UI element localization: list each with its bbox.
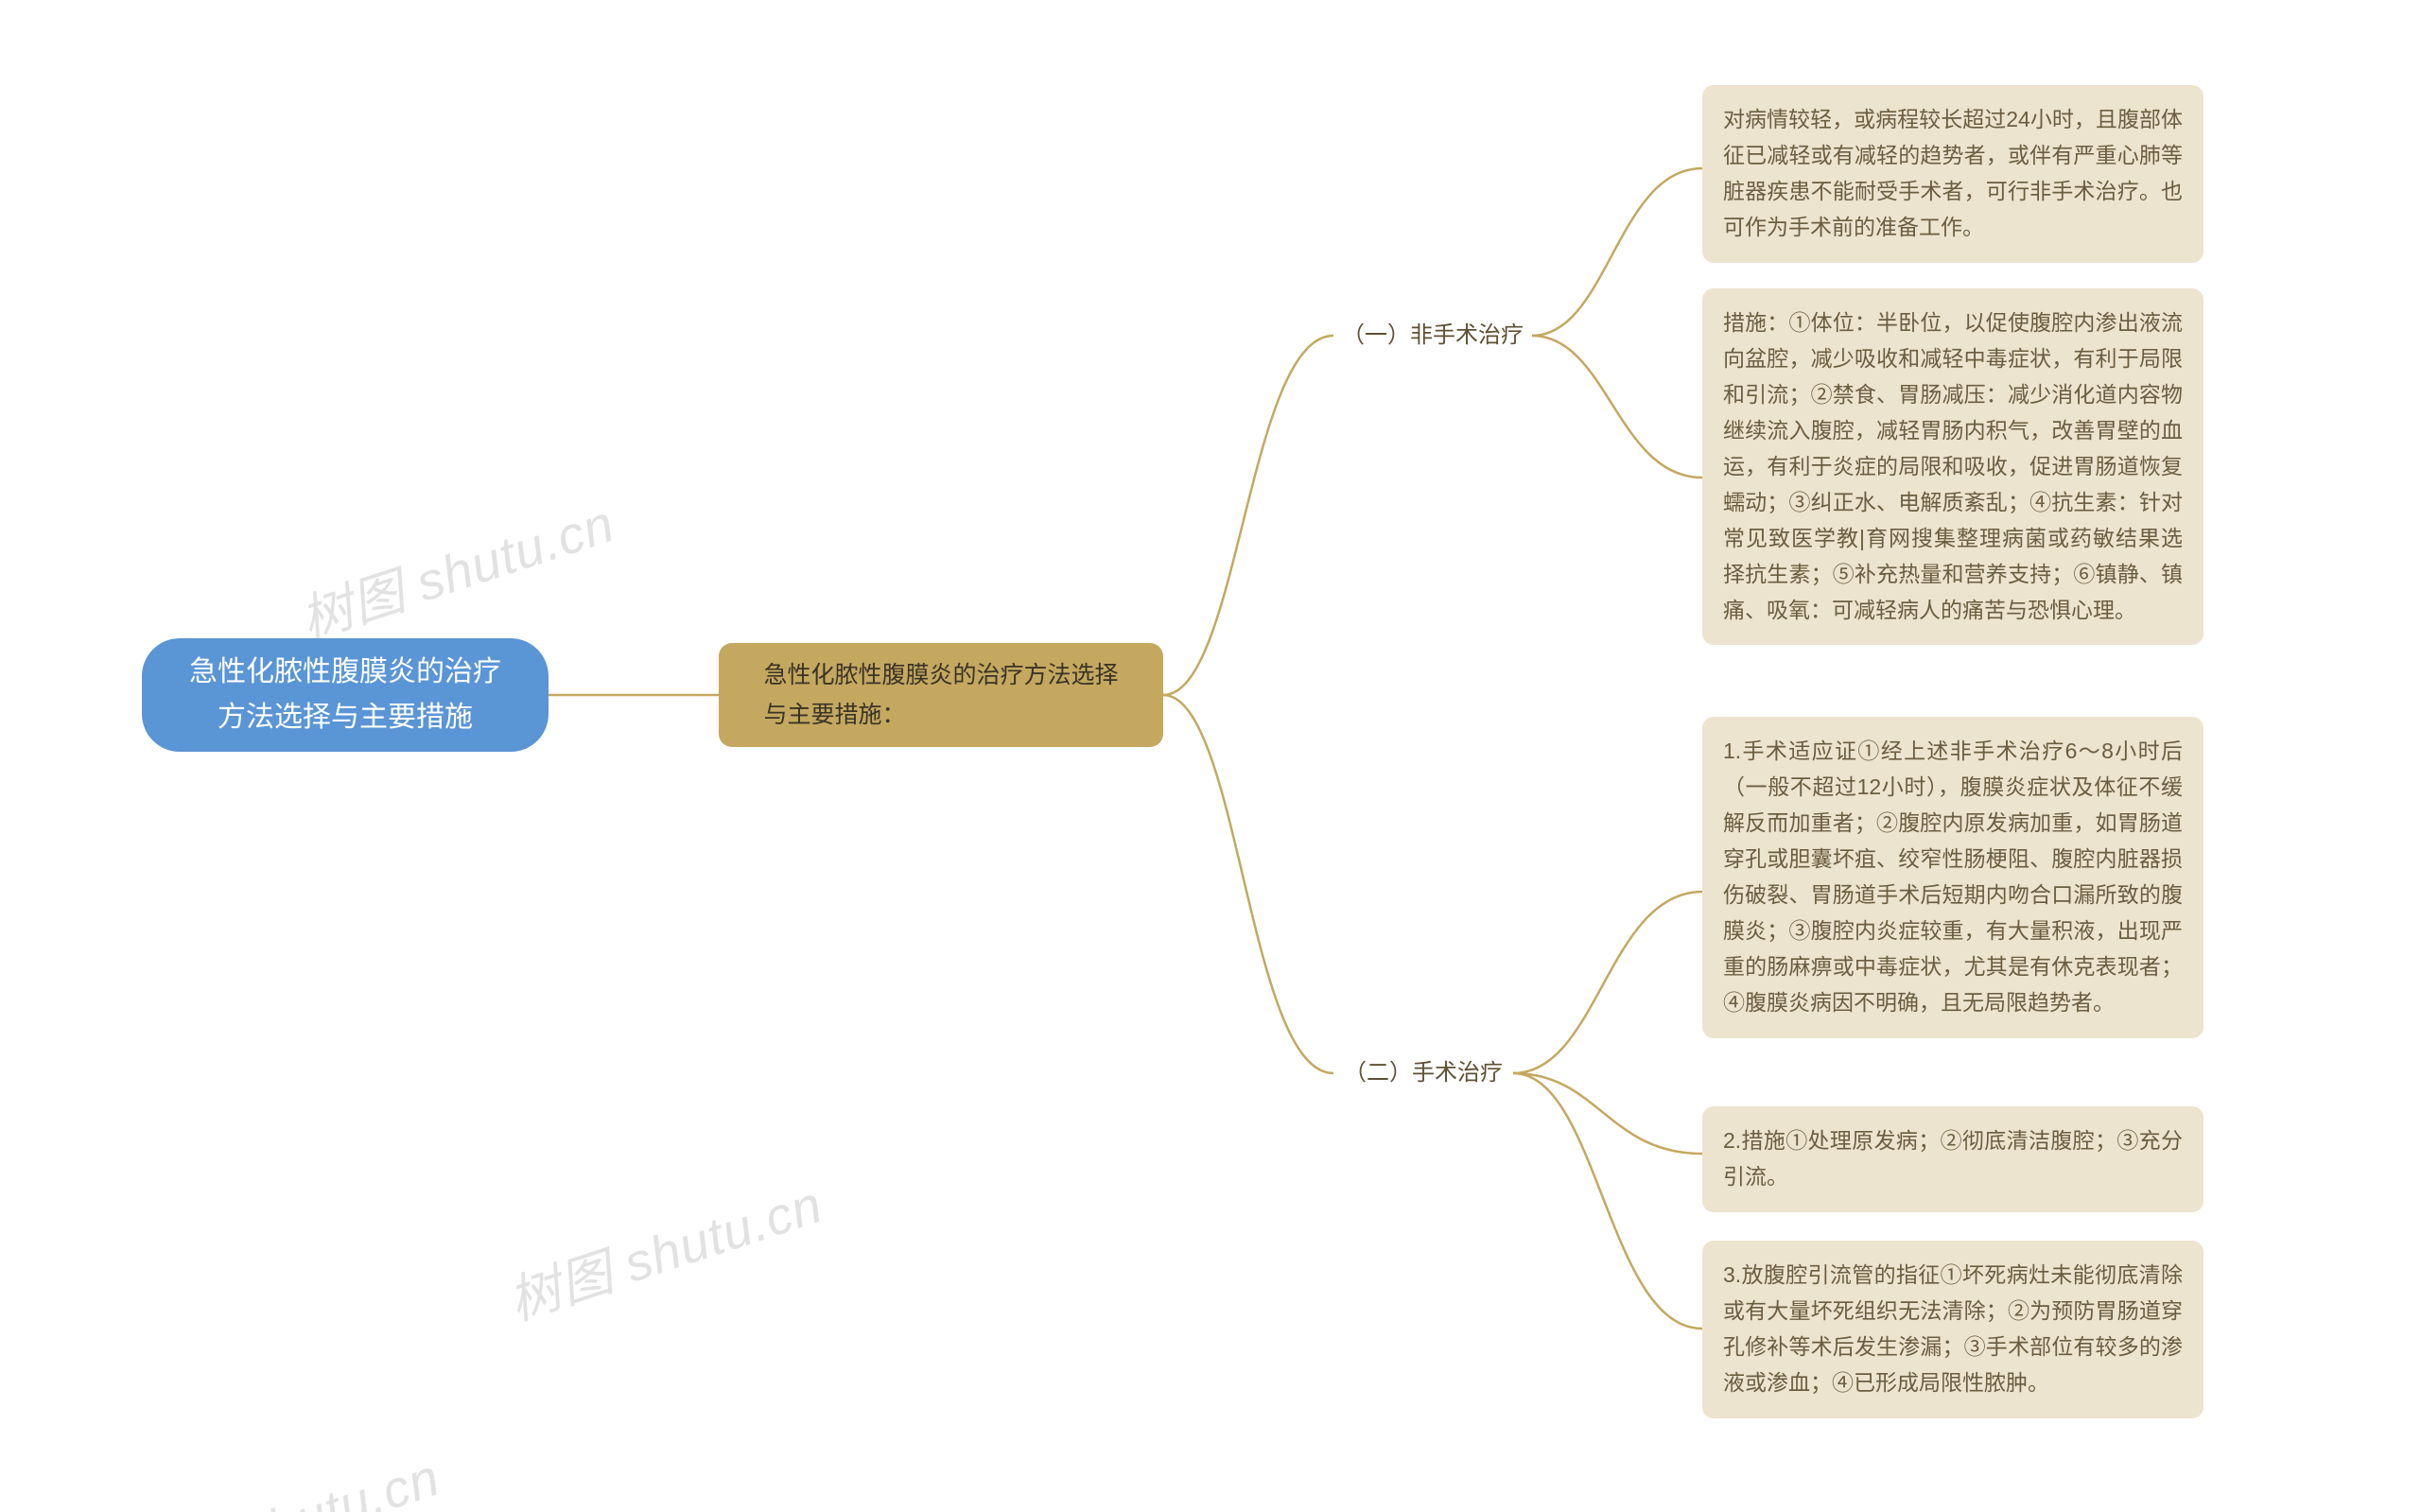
branch-nonsurgical[interactable]: （一）非手术治疗 bbox=[1333, 317, 1532, 355]
leaf-node[interactable]: 1.手术适应证①经上述非手术治疗6～8小时后（一般不超过12小时），腹膜炎症状及… bbox=[1702, 717, 2203, 1038]
leaf-node[interactable]: 对病情较轻，或病程较长超过24小时，且腹部体征已减轻或有减轻的趋势者，或伴有严重… bbox=[1702, 85, 2203, 263]
leaf-text: 措施：①体位：半卧位，以促使腹腔内渗出液流向盆腔，减少吸收和减轻中毒症状，有利于… bbox=[1723, 305, 2183, 628]
leaf-node[interactable]: 3.放腹腔引流管的指征①坏死病灶未能彻底清除或有大量坏死组织无法清除；②为预防胃… bbox=[1702, 1241, 2203, 1418]
branch-label: （二）手术治疗 bbox=[1344, 1054, 1503, 1093]
leaf-node[interactable]: 措施：①体位：半卧位，以促使腹腔内渗出液流向盆腔，减少吸收和减轻中毒症状，有利于… bbox=[1702, 288, 2203, 645]
leaf-text: 2.措施①处理原发病；②彻底清洁腹腔；③充分引流。 bbox=[1723, 1123, 2183, 1195]
watermark: 树图 shutu.cn bbox=[289, 481, 622, 653]
leaf-text: 1.手术适应证①经上述非手术治疗6～8小时后（一般不超过12小时），腹膜炎症状及… bbox=[1723, 734, 2183, 1021]
branch-label: （一）非手术治疗 bbox=[1342, 317, 1524, 356]
leaf-node[interactable]: 2.措施①处理原发病；②彻底清洁腹腔；③充分引流。 bbox=[1702, 1106, 2203, 1212]
branch-surgical[interactable]: （二）手术治疗 bbox=[1333, 1054, 1513, 1092]
watermark: 图 shutu.cn bbox=[165, 1434, 448, 1512]
subtitle-node[interactable]: 急性化脓性腹膜炎的治疗方法选择 与主要措施： bbox=[719, 643, 1163, 747]
watermark: 树图 shutu.cn bbox=[497, 1162, 830, 1334]
root-node[interactable]: 急性化脓性腹膜炎的治疗 方法选择与主要措施 bbox=[142, 638, 549, 752]
subtitle-label: 急性化脓性腹膜炎的治疗方法选择 与主要措施： bbox=[763, 655, 1118, 736]
leaf-text: 对病情较轻，或病程较长超过24小时，且腹部体征已减轻或有减轻的趋势者，或伴有严重… bbox=[1723, 102, 2183, 246]
root-label: 急性化脓性腹膜炎的治疗 方法选择与主要措施 bbox=[189, 650, 501, 740]
leaf-text: 3.放腹腔引流管的指征①坏死病灶未能彻底清除或有大量坏死组织无法清除；②为预防胃… bbox=[1723, 1258, 2183, 1401]
